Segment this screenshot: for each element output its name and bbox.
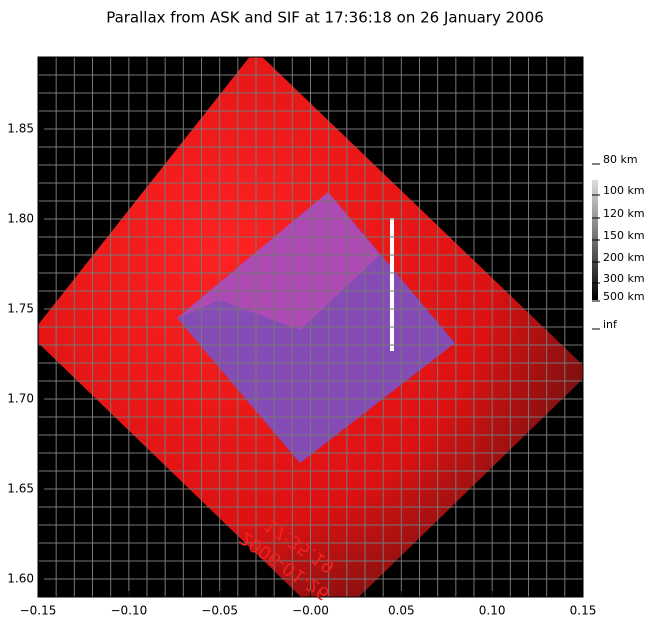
- x-tick-label: −0.05: [201, 604, 238, 618]
- x-tick-label: 0.05: [388, 604, 415, 618]
- chart: Parallax from ASK and SIF at 17:36:18 on…: [0, 0, 651, 623]
- colorbar-label: 500 km: [603, 290, 645, 303]
- y-tick-label: 1.60: [7, 572, 34, 586]
- x-tick-label: 0.10: [479, 604, 506, 618]
- x-tick-label: −0.10: [110, 604, 147, 618]
- colorbar-label: 100 km: [603, 184, 645, 197]
- y-tick-label: 1.70: [7, 392, 34, 406]
- colorbar-label: 200 km: [603, 251, 645, 264]
- parallax-bar: [390, 218, 394, 351]
- y-tick-label: 1.75: [7, 302, 34, 316]
- colorbar-label: 150 km: [603, 229, 645, 242]
- x-tick-label: −0.15: [20, 604, 57, 618]
- y-tick-label: 1.85: [7, 122, 34, 136]
- colorbar-label: 300 km: [603, 272, 645, 285]
- colorbar-label: 80 km: [603, 153, 638, 166]
- x-tick-label: 0.15: [570, 604, 597, 618]
- y-tick-label: 1.80: [7, 212, 34, 226]
- colorbar-label: inf: [603, 318, 618, 331]
- x-tick-label: −0.00: [292, 604, 329, 618]
- chart-title: Parallax from ASK and SIF at 17:36:18 on…: [106, 9, 544, 27]
- colorbar-label: 120 km: [603, 207, 645, 220]
- y-tick-label: 1.65: [7, 482, 34, 496]
